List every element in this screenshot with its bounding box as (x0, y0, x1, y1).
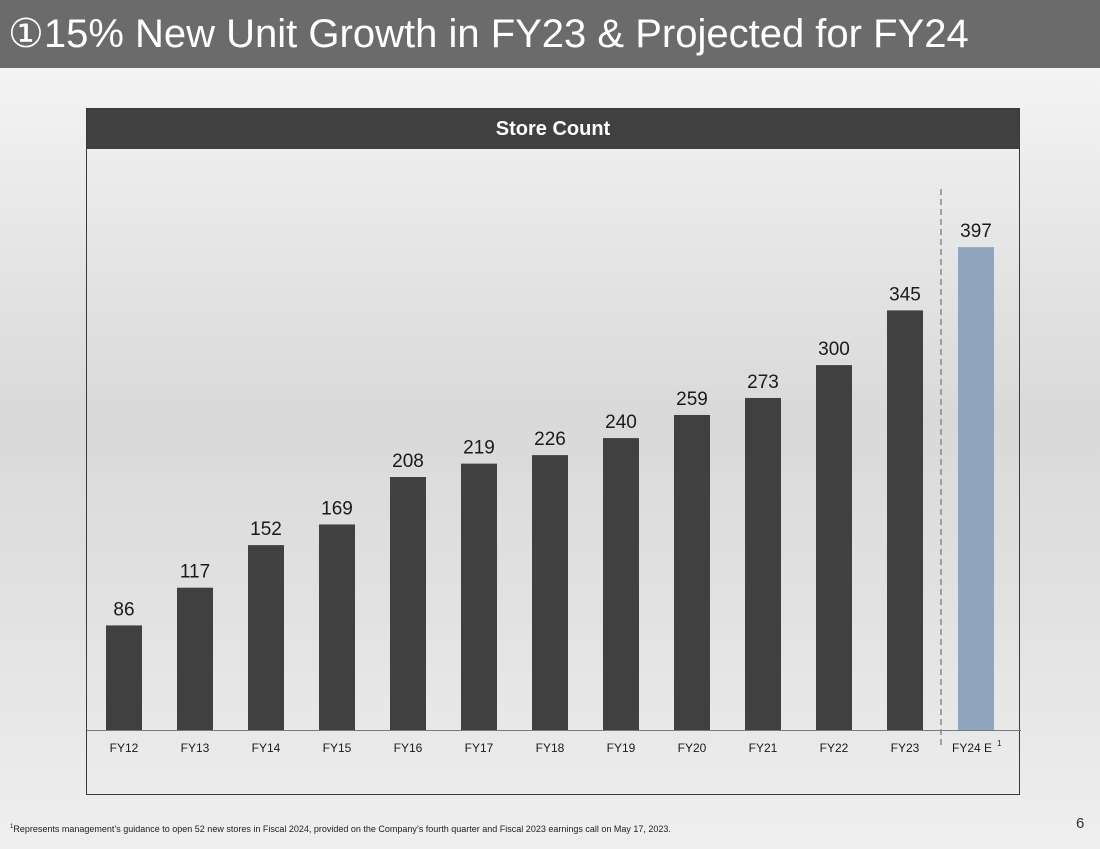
chart-title: Store Count (87, 109, 1019, 149)
tick-label: FY23 (891, 741, 920, 755)
tick-label: FY19 (607, 741, 636, 755)
tick-label: FY12 (110, 741, 139, 755)
tick-label: FY16 (394, 741, 423, 755)
page-title: ①15% New Unit Growth in FY23 & Projected… (0, 0, 1100, 68)
data-label: 226 (534, 429, 566, 450)
page-number: 6 (1076, 815, 1085, 832)
footnote-text: Represents management’s guidance to open… (13, 824, 671, 834)
store-count-chart: 86 FY12 117 FY13 152 FY14 169 FY15 208 FY16 219 FY1… (87, 189, 1021, 755)
data-label: 169 (321, 498, 353, 519)
bar-fy15 (319, 524, 355, 730)
data-label: 259 (676, 389, 708, 410)
data-label: 273 (747, 372, 779, 393)
data-label: 152 (250, 519, 282, 540)
tick-label: FY14 (252, 741, 281, 755)
footnote: 1Represents management’s guidance to ope… (10, 824, 671, 834)
bar-fy16 (390, 477, 426, 730)
bar-fy12 (106, 625, 142, 730)
tick-label: FY22 (820, 741, 849, 755)
bar-fy14 (248, 545, 284, 730)
data-label: 345 (889, 284, 921, 305)
tick-label: FY20 (678, 741, 707, 755)
bar-fy23 (887, 310, 923, 730)
bar-fy19 (603, 438, 639, 730)
chart-panel: Store Count 86 FY12 117 FY13 152 FY14 169 FY15 2… (86, 108, 1021, 795)
tick-label: FY13 (181, 741, 210, 755)
bar-fy24-e (958, 247, 994, 730)
footnote-mark: 1 (10, 824, 14, 830)
tick-label: FY24 E (952, 741, 992, 755)
data-label: 86 (113, 599, 134, 620)
tick-label: FY18 (536, 741, 565, 755)
bar-fy18 (532, 455, 568, 730)
bar-fy13 (177, 587, 213, 730)
data-label: 240 (605, 412, 637, 433)
bar-fy20 (674, 414, 710, 730)
bar-fy21 (745, 397, 781, 730)
data-label: 300 (818, 339, 850, 360)
bar-fy17 (461, 463, 497, 730)
data-label: 397 (960, 221, 992, 242)
bar-fy22 (816, 365, 852, 730)
tick-label: FY15 (323, 741, 352, 755)
data-label: 208 (392, 451, 424, 472)
tick-label: FY21 (749, 741, 778, 755)
data-label: 219 (463, 438, 495, 459)
data-label: 117 (180, 562, 210, 583)
tick-label: FY17 (465, 741, 494, 755)
tick-superscript: 1 (997, 739, 1002, 748)
